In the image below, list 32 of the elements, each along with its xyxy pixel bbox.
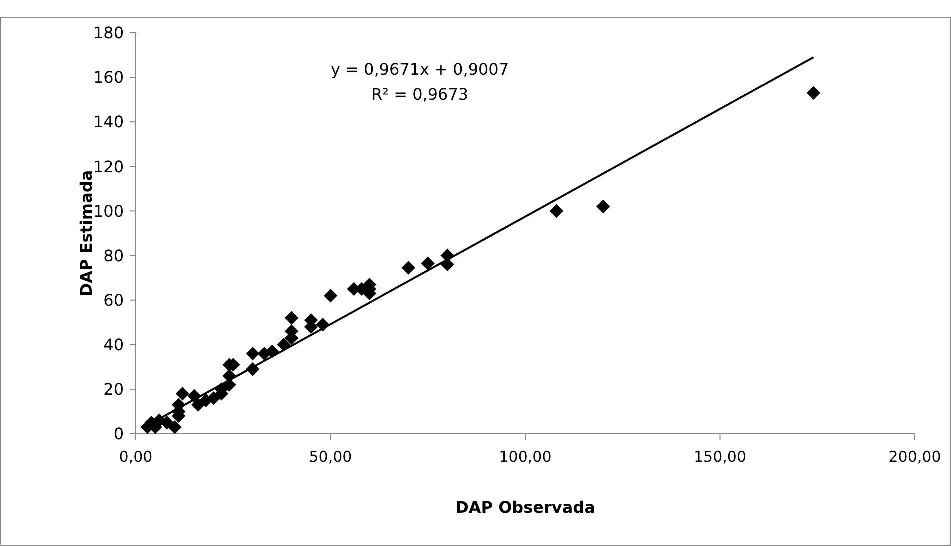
y-tick-label: 60 bbox=[104, 290, 124, 310]
point bbox=[176, 387, 190, 401]
x-axis-title: DAP Observada bbox=[456, 498, 596, 517]
annotation: R² = 0,9673 bbox=[371, 85, 469, 104]
point bbox=[160, 416, 174, 430]
point bbox=[168, 420, 182, 434]
point bbox=[402, 261, 416, 275]
y-tick-label: 0 bbox=[114, 424, 124, 444]
point bbox=[806, 86, 821, 100]
point bbox=[207, 391, 221, 406]
point bbox=[596, 200, 610, 214]
x-tick-label: 0,00 bbox=[119, 448, 153, 466]
x-tick-label: 50,00 bbox=[309, 448, 352, 466]
y-tick-label: 80 bbox=[104, 246, 124, 266]
x-tick-label: 150,00 bbox=[694, 448, 746, 466]
point bbox=[284, 311, 299, 326]
x-tick-label: 100,00 bbox=[499, 448, 552, 466]
x-tick-label: 200,00 bbox=[888, 448, 942, 466]
point bbox=[421, 256, 435, 270]
point bbox=[550, 204, 564, 218]
point bbox=[191, 398, 206, 412]
y-tick-label: 100 bbox=[93, 202, 124, 221]
y-tick-label: 140 bbox=[93, 112, 124, 132]
annotation: y = 0,9671x + 0,9007 bbox=[330, 60, 510, 79]
point bbox=[324, 289, 338, 303]
y-tick-label: 40 bbox=[104, 335, 124, 354]
y-axis-title: DAP Estimada bbox=[77, 170, 96, 297]
point bbox=[246, 346, 260, 361]
y-tick-label: 180 bbox=[93, 24, 124, 43]
y-tick-label: 160 bbox=[93, 68, 124, 88]
y-tick-label: 20 bbox=[104, 380, 124, 400]
y-tick-label: 120 bbox=[93, 157, 124, 176]
